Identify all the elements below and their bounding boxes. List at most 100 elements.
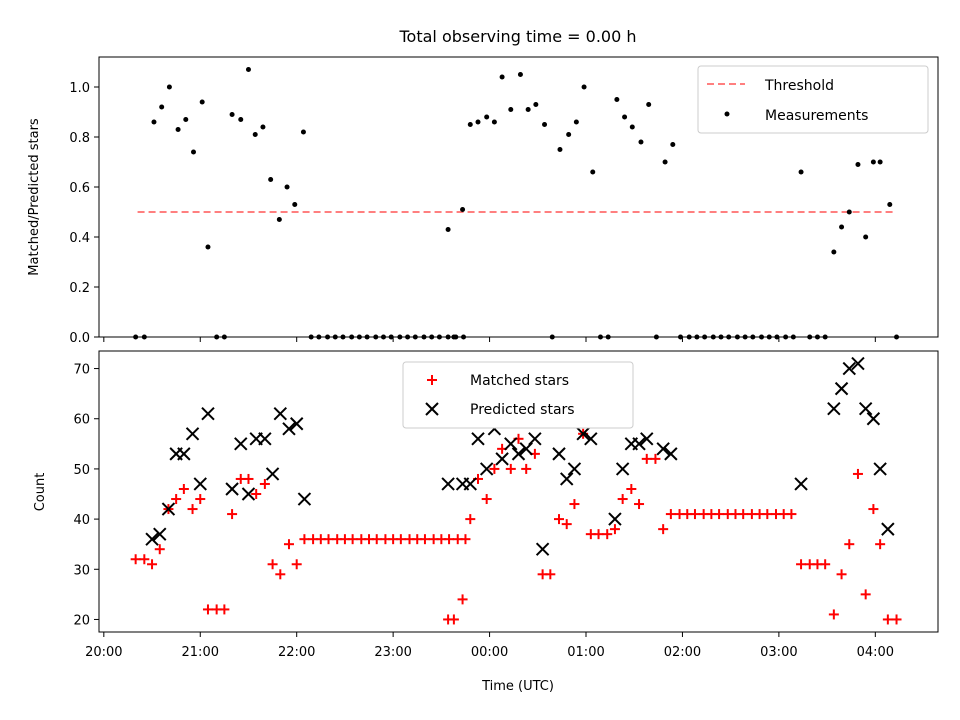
measurement-point xyxy=(839,224,845,230)
x-tick-label: 02:00 xyxy=(664,645,701,660)
predicted-star-point xyxy=(241,487,256,501)
measurement-point xyxy=(590,169,596,175)
matched-star-point xyxy=(786,509,797,520)
matched-star-point xyxy=(489,463,500,474)
matched-star-point xyxy=(291,559,302,570)
matched-star-point xyxy=(554,514,565,525)
bottom-y-tick-label: 50 xyxy=(73,463,90,478)
predicted-legend-swatch xyxy=(425,402,439,416)
matched-star-point xyxy=(617,494,628,505)
legend-threshold-label: Threshold xyxy=(764,78,834,94)
predicted-star-point xyxy=(794,477,808,491)
predicted-star-point xyxy=(161,502,176,516)
x-tick-label: 03:00 xyxy=(760,645,797,660)
matched-star-point xyxy=(267,559,278,570)
top-y-tick-label: 0.6 xyxy=(69,181,90,196)
matched-star-point xyxy=(419,534,430,545)
x-tick-label: 00:00 xyxy=(471,645,508,660)
predicted-star-point xyxy=(463,477,477,491)
matched-star-point xyxy=(891,614,902,625)
predicted-star-point xyxy=(201,407,215,421)
bottom-ticks: 20 30 40 50 60 70 20:00 21:00 22:00 23:00 00:00 01:… xyxy=(73,363,894,660)
measurement-point xyxy=(870,159,876,165)
top-y-tick-label: 0.8 xyxy=(69,131,90,146)
x-axis-label: Time (UTC) xyxy=(481,679,554,694)
measurement-point xyxy=(542,122,548,127)
measurements-legend-swatch xyxy=(724,111,730,117)
measurement-point xyxy=(475,119,481,125)
matched-star-point xyxy=(465,514,476,525)
measurement-point xyxy=(276,217,282,222)
predicted-star-point xyxy=(282,422,296,436)
predicted-star-point xyxy=(528,432,542,446)
predicted-star-point xyxy=(185,427,200,441)
bottom-y-axis-label: Count xyxy=(33,473,48,512)
measurement-point xyxy=(499,74,505,80)
measurement-point xyxy=(855,162,861,167)
matched-star-point xyxy=(187,504,198,515)
predicted-star-point xyxy=(177,447,191,461)
predicted-star-point xyxy=(576,427,590,441)
predicted-star-point xyxy=(273,407,288,421)
measurement-point xyxy=(252,132,258,137)
x-tick-label: 22:00 xyxy=(278,645,315,660)
measurement-point xyxy=(646,102,652,107)
matched-star-point xyxy=(154,544,165,555)
predicted-star-point xyxy=(858,401,873,416)
measurement-point xyxy=(517,72,523,77)
bottom-y-tick-label: 40 xyxy=(73,513,90,528)
matched-star-point xyxy=(545,569,556,580)
predicted-star-point xyxy=(145,532,159,546)
matched-star-point xyxy=(347,534,358,545)
matched-star-point xyxy=(371,534,382,545)
predicted-star-point xyxy=(834,381,849,396)
predicted-star-point xyxy=(827,401,841,416)
matched-star-point xyxy=(689,509,700,520)
measurement-point xyxy=(467,122,473,127)
matched-star-point xyxy=(130,554,141,565)
bottom-plot-frame xyxy=(98,350,939,633)
predicted-star-point xyxy=(193,477,207,491)
measurement-point xyxy=(205,244,211,250)
top-y-tick-label: 0.2 xyxy=(69,281,90,296)
measurement-point xyxy=(877,159,883,165)
measurement-point xyxy=(268,177,274,182)
measurement-point xyxy=(887,202,893,207)
predicted-star-point xyxy=(479,462,494,476)
top-plot-marks xyxy=(133,67,900,340)
measurement-point xyxy=(191,149,197,155)
predicted-star-point xyxy=(866,412,881,426)
matched-star-point xyxy=(602,529,613,540)
matched-star-point xyxy=(593,529,604,540)
matched-star-point xyxy=(481,494,492,505)
matched-star-point xyxy=(868,504,879,515)
x-tick-label: 01:00 xyxy=(567,645,604,660)
matched-star-point xyxy=(882,614,893,625)
matched-star-point xyxy=(195,494,206,505)
matched-star-point xyxy=(505,463,516,474)
matched-star-point xyxy=(202,604,213,615)
predicted-star-point xyxy=(552,447,566,461)
predicted-star-point xyxy=(153,527,167,541)
top-ticks: 0.0 0.2 0.4 0.6 0.8 1.0 xyxy=(69,81,876,346)
x-tick-label: 04:00 xyxy=(857,645,894,660)
measurement-point xyxy=(175,127,181,132)
measurement-point xyxy=(491,119,497,125)
measurement-point xyxy=(566,132,572,137)
measurement-point xyxy=(581,84,587,90)
matched-star-point xyxy=(460,534,471,545)
matched-star-point xyxy=(634,499,645,510)
top-y-axis-label: Matched/Predicted stars xyxy=(27,118,42,276)
matched-star-point xyxy=(650,453,661,464)
matched-star-point xyxy=(738,509,749,520)
measurement-point xyxy=(662,159,668,165)
top-legend-box xyxy=(697,65,929,134)
matched-star-point xyxy=(796,559,807,570)
matched-star-point xyxy=(844,539,855,550)
matched-star-point xyxy=(251,489,262,500)
measurement-point xyxy=(159,104,165,110)
bottom-legend-box xyxy=(402,361,634,429)
top-y-tick-label: 1.0 xyxy=(69,81,90,96)
matched-star-point xyxy=(444,534,455,545)
